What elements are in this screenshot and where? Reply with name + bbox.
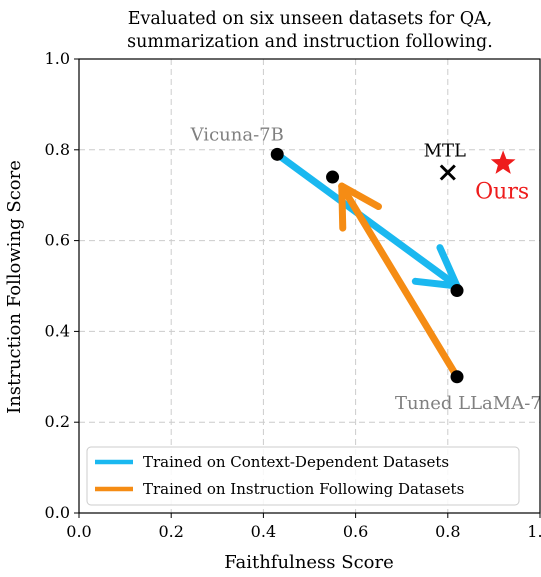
y-tick-label: 0.0 [45, 503, 70, 522]
x-axis-ticks: 0.0 0.2 0.4 0.6 0.8 1.0 [66, 513, 541, 541]
series-arrow-1 [338, 182, 461, 381]
series-arrowhead-0 [411, 277, 461, 290]
x-tick-label: 0.8 [435, 522, 460, 541]
point-labels: Vicuna-7B Tuned LLaMA-7B MTL Ours [190, 124, 541, 413]
point-context-result [450, 284, 464, 298]
point-label-vicuna: Vicuna-7B [190, 124, 284, 145]
point-label-tuned-llama: Tuned LLaMA-7B [395, 393, 541, 414]
point-ours-star [490, 150, 516, 174]
x-tick-label: 0.4 [251, 522, 276, 541]
point-label-ours: Ours [475, 179, 529, 204]
series-arrowhead-1 [338, 182, 347, 232]
y-axis-label: Instruction Following Score [4, 160, 25, 414]
chart-title-line-2: summarization and instruction following. [127, 32, 493, 52]
x-tick-label: 0.0 [66, 522, 91, 541]
legend-label-context: Trained on Context-Dependent Datasets [143, 453, 449, 471]
point-mtl-marker [439, 164, 456, 181]
legend-label-instruction: Trained on Instruction Following Dataset… [143, 480, 464, 498]
x-tick-label: 0.2 [158, 522, 183, 541]
x-tick-label: 1.0 [527, 522, 541, 541]
legend: Trained on Context-Dependent Datasets Tr… [86, 446, 520, 506]
y-tick-label: 0.4 [45, 321, 70, 340]
point-mtl-stroke-b [439, 164, 456, 181]
data-points [270, 147, 516, 384]
chart-title: Evaluated on six unseen datasets for QA,… [127, 9, 493, 52]
point-vicuna [270, 147, 284, 161]
point-instruction-result [326, 170, 340, 184]
x-tick-label: 0.6 [343, 522, 368, 541]
y-axis-ticks: 0.0 0.2 0.4 0.6 0.8 1.0 [45, 49, 79, 522]
y-tick-label: 0.6 [45, 231, 70, 250]
x-axis-label: Faithfulness Score [224, 552, 394, 572]
series-arrows [273, 150, 461, 381]
grid [79, 59, 540, 513]
series-arrowhead-1 [338, 182, 382, 211]
point-tuned-llama [450, 370, 464, 384]
series-arrow-0 [273, 150, 461, 290]
point-label-mtl: MTL [424, 141, 466, 162]
y-tick-label: 0.8 [45, 140, 70, 159]
series-arrowhead-0 [436, 244, 461, 290]
plot-frame [78, 58, 541, 514]
y-tick-label: 1.0 [45, 49, 70, 68]
legend-box [86, 446, 520, 506]
chart-title-line-1: Evaluated on six unseen datasets for QA, [128, 9, 493, 29]
y-tick-label: 0.2 [45, 412, 70, 431]
